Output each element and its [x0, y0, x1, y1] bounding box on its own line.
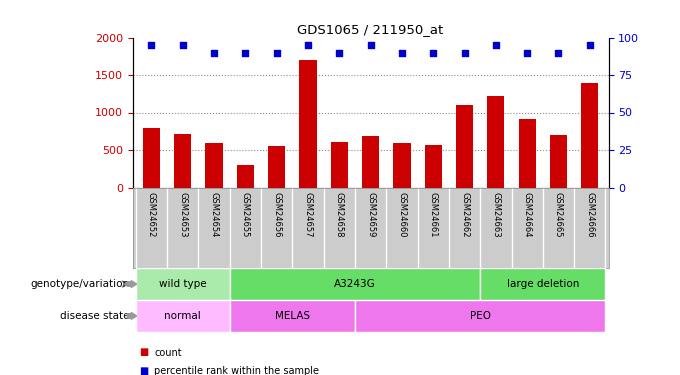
Text: A3243G: A3243G	[334, 279, 376, 289]
Point	[459, 50, 470, 55]
Text: GSM24664: GSM24664	[523, 192, 532, 237]
Bar	[456, 105, 473, 188]
Bar	[519, 118, 536, 188]
Point	[240, 50, 251, 55]
Text: disease state: disease state	[60, 311, 129, 321]
Text: large deletion: large deletion	[507, 279, 579, 289]
Text: GSM24652: GSM24652	[147, 192, 156, 237]
Text: PEO: PEO	[470, 311, 491, 321]
Text: GSM24666: GSM24666	[585, 192, 594, 237]
Bar	[355, 300, 605, 332]
Bar	[136, 268, 230, 300]
Point	[522, 50, 532, 55]
Bar	[174, 134, 191, 188]
Point	[428, 50, 439, 55]
Text: wild type: wild type	[159, 279, 207, 289]
Bar	[393, 143, 411, 188]
Text: GSM24658: GSM24658	[335, 192, 344, 237]
Point	[209, 50, 220, 55]
Point	[553, 50, 564, 55]
Text: normal: normal	[165, 311, 201, 321]
Text: GSM24657: GSM24657	[303, 192, 313, 237]
Point	[334, 50, 345, 55]
Text: GSM24654: GSM24654	[209, 192, 218, 237]
Point	[584, 42, 595, 48]
Bar	[237, 165, 254, 188]
Bar	[230, 268, 480, 300]
Text: count: count	[154, 348, 182, 357]
Text: genotype/variation: genotype/variation	[30, 279, 129, 289]
Point	[396, 50, 407, 55]
Text: ■: ■	[139, 366, 149, 375]
Point	[365, 42, 376, 48]
Bar	[488, 96, 505, 188]
Text: GSM24655: GSM24655	[241, 192, 250, 237]
Text: GSM24659: GSM24659	[366, 192, 375, 237]
Bar	[330, 142, 348, 188]
Point	[303, 42, 313, 48]
Bar	[230, 300, 355, 332]
Bar	[480, 268, 605, 300]
Bar	[424, 145, 442, 188]
Text: GSM24663: GSM24663	[492, 192, 500, 237]
Text: GSM24653: GSM24653	[178, 192, 187, 237]
Text: percentile rank within the sample: percentile rank within the sample	[154, 366, 320, 375]
Bar	[299, 60, 317, 188]
Bar	[143, 128, 160, 188]
Point	[177, 42, 188, 48]
Point	[271, 50, 282, 55]
Bar	[268, 146, 286, 188]
Text: ■: ■	[139, 348, 149, 357]
Bar	[205, 142, 222, 188]
Text: MELAS: MELAS	[275, 311, 310, 321]
Point	[490, 42, 501, 48]
Text: GSM24665: GSM24665	[554, 192, 563, 237]
Bar	[550, 135, 567, 188]
Text: GSM24656: GSM24656	[272, 192, 281, 237]
Bar	[581, 82, 598, 188]
Title: GDS1065 / 211950_at: GDS1065 / 211950_at	[297, 23, 444, 36]
Text: GSM24661: GSM24661	[428, 192, 438, 237]
Bar	[136, 300, 230, 332]
Bar	[362, 136, 379, 188]
Point	[146, 42, 157, 48]
Text: GSM24662: GSM24662	[460, 192, 469, 237]
Text: GSM24660: GSM24660	[397, 192, 407, 237]
